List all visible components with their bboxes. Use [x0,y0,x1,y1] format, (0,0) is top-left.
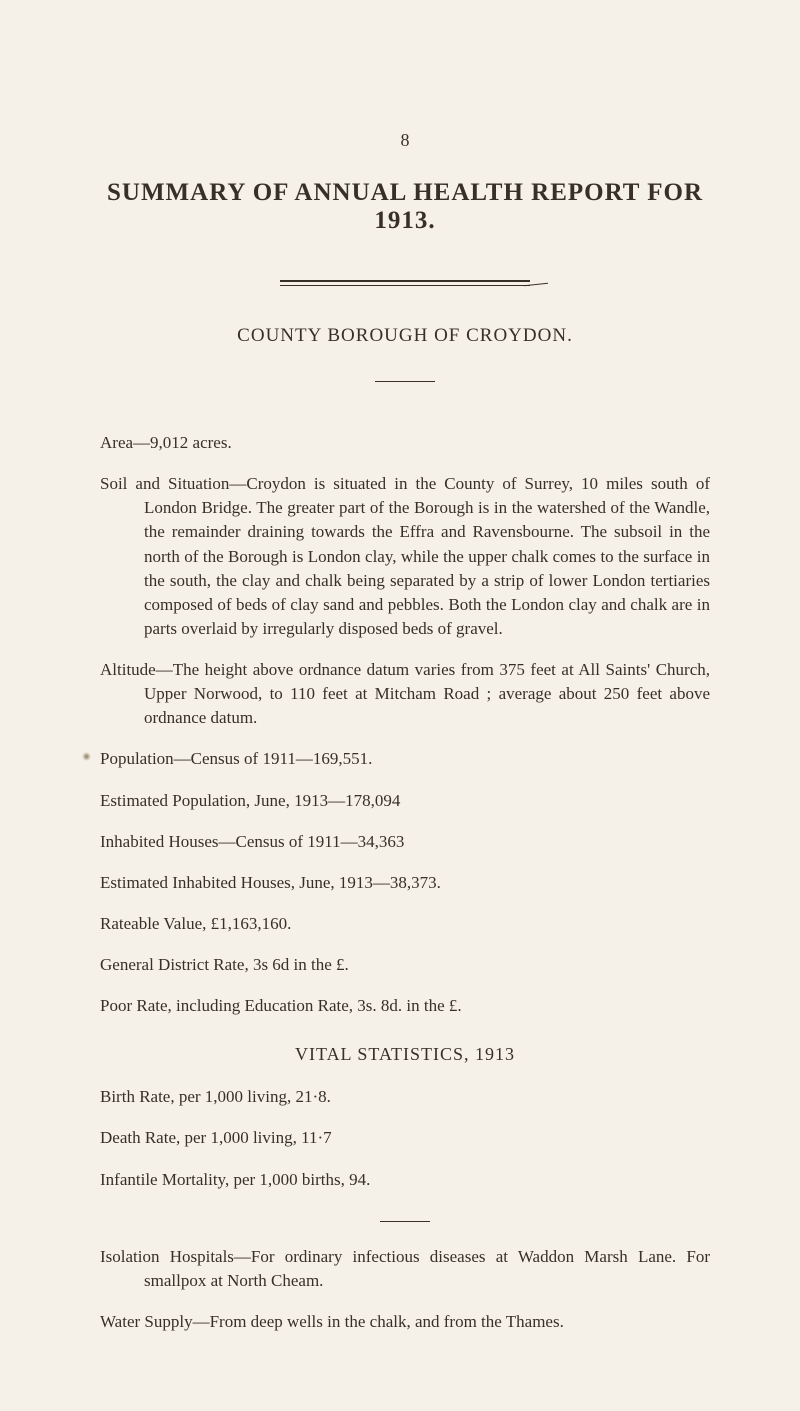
entry-infant-mortality: Infantile Mortality, per 1,000 births, 9… [100,1168,710,1192]
page-number: 8 [100,130,710,151]
entry-death-rate: Death Rate, per 1,000 living, 11·7 [100,1126,710,1150]
tiny-rule-icon [380,1221,430,1222]
entry-area: Area—9,012 acres. [100,431,710,455]
vital-statistics-heading: VITAL STATISTICS, 1913 [100,1044,710,1065]
subtitle-rule-container [100,369,710,387]
section-rule-container [100,1209,710,1227]
entry-poor-rate: Poor Rate, including Education Rate, 3s.… [100,994,710,1018]
entry-inhabited-houses: Inhabited Houses—Census of 1911—34,363 [100,830,710,854]
report-subtitle: COUNTY BOROUGH OF CROYDON. [100,325,710,347]
short-rule-icon [375,381,435,382]
title-rule-container [100,273,710,291]
entry-estimated-inhabited: Estimated Inhabited Houses, June, 1913—3… [100,871,710,895]
entry-water-supply: Water Supply—From deep wells in the chal… [100,1310,710,1334]
entry-isolation-hospitals: Isolation Hospitals—For ordinary infecti… [100,1245,710,1293]
entry-altitude: Altitude—The height above ordnance datum… [100,658,710,730]
entry-birth-rate: Birth Rate, per 1,000 living, 21·8. [100,1085,710,1109]
report-title: SUMMARY OF ANNUAL HEALTH REPORT FOR 1913… [100,179,710,235]
entry-estimated-population: Estimated Population, June, 1913—178,094 [100,789,710,813]
entry-population: Population—Census of 1911—169,551. [100,747,710,771]
entry-general-rate: General District Rate, 3s 6d in the £. [100,953,710,977]
double-rule-icon [280,280,530,286]
entry-soil: Soil and Situation—Croydon is situated i… [100,472,710,641]
page-stain-icon [82,752,91,761]
entry-rateable-value: Rateable Value, £1,163,160. [100,912,710,936]
